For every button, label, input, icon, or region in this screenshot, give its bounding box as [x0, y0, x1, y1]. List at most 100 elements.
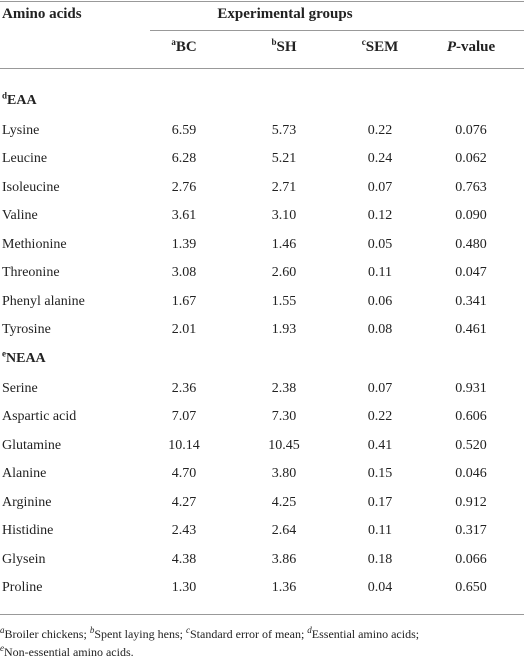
footnote-marker: a: [0, 625, 5, 635]
footnote-text: Non-essential amino acids.: [4, 645, 134, 659]
value-cell: 0.062: [455, 150, 487, 168]
value-cell: 0.650: [455, 579, 487, 597]
value-cell: 0.18: [368, 551, 393, 569]
row-label: Proline: [2, 579, 42, 597]
value-cell: 0.046: [455, 465, 487, 483]
superscript: b: [271, 37, 277, 47]
footnote-marker: d: [307, 625, 312, 635]
footnote: aBroiler chickens; bSpent laying hens; c…: [0, 626, 419, 642]
header-label: Amino acids: [2, 6, 82, 22]
italic-label: P: [446, 39, 456, 55]
value-cell: 4.38: [172, 551, 197, 569]
superscript: c: [361, 37, 366, 47]
cell-text: Arginine: [2, 494, 52, 510]
value-cell: 4.25: [272, 494, 297, 512]
cell-text: 0.24: [367, 151, 393, 167]
row-label: Threonine: [2, 264, 60, 282]
cell-text: 0.606: [455, 409, 487, 425]
row-label: Glutamine: [2, 437, 61, 455]
cell-text: Phenyl alanine: [2, 293, 85, 309]
value-cell: 2.38: [272, 380, 297, 398]
row-label: Alanine: [2, 465, 46, 483]
value-cell: 0.05: [368, 236, 393, 254]
value-cell: 5.21: [272, 150, 297, 168]
superscript: d: [2, 90, 8, 101]
cell-text: 7.07: [171, 409, 197, 425]
cell-text: 0.461: [455, 322, 487, 338]
row-label: Aspartic acid: [2, 408, 76, 426]
value-cell: 2.43: [172, 522, 197, 540]
cell-text: Lysine: [2, 122, 40, 138]
cell-text: 4.27: [171, 494, 197, 510]
footnote: eNon-essential amino acids.: [0, 644, 134, 660]
row-label: Leucine: [2, 150, 47, 168]
footnote-marker: e: [0, 643, 4, 653]
rule: [0, 68, 524, 69]
value-cell: 0.22: [368, 122, 393, 140]
cell-text: 10.14: [168, 437, 200, 453]
value-cell: 2.64: [272, 522, 297, 540]
column-label: BC: [175, 39, 197, 55]
row-label: Isoleucine: [2, 179, 60, 197]
cell-text: 0.18: [367, 551, 393, 567]
value-cell: 10.45: [268, 437, 300, 455]
cell-text: Alanine: [2, 466, 47, 482]
cell-text: 0.480: [455, 236, 487, 252]
cell-text: 3.80: [271, 466, 297, 482]
superscript: e: [2, 348, 6, 359]
cell-text: 0.763: [455, 179, 487, 195]
value-cell: 0.11: [368, 522, 392, 540]
value-cell: 5.73: [272, 122, 297, 140]
cell-text: Glutamine: [2, 437, 62, 453]
section-label: eNEAA: [2, 348, 46, 368]
value-cell: 7.30: [272, 408, 297, 426]
value-cell: 1.30: [172, 579, 197, 597]
cell-text: 0.317: [455, 523, 487, 539]
value-cell: 0.15: [368, 465, 393, 483]
cell-text: Threonine: [2, 265, 60, 281]
cell-text: 1.55: [271, 293, 297, 309]
value-cell: 0.461: [455, 321, 487, 339]
cell-text: 3.08: [171, 265, 197, 281]
footnote-text: Broiler chickens;: [4, 627, 90, 641]
footnote-text: Standard error of mean;: [189, 627, 308, 641]
value-cell: 0.066: [455, 551, 487, 569]
cell-text: 0.11: [368, 265, 392, 281]
cell-text: 1.39: [171, 236, 197, 252]
cell-text: 2.01: [171, 322, 197, 338]
cell-text: 1.93: [271, 322, 297, 338]
cell-text: 0.08: [367, 322, 393, 338]
cell-text: Valine: [2, 208, 38, 224]
cell-text: 2.36: [171, 380, 197, 396]
value-cell: 0.17: [368, 494, 393, 512]
cell-text: 0.07: [367, 179, 393, 195]
superscript: a: [171, 37, 176, 47]
cell-text: 0.341: [455, 293, 487, 309]
value-cell: 2.71: [272, 179, 297, 197]
value-cell: 0.480: [455, 236, 487, 254]
value-cell: 2.60: [272, 264, 297, 282]
row-label: Valine: [2, 207, 38, 225]
cell-text: Histidine: [2, 523, 54, 539]
cell-text: 0.066: [455, 551, 487, 567]
group-title: Experimental groups: [217, 6, 353, 22]
cell-text: 0.07: [367, 380, 393, 396]
cell-text: Leucine: [2, 151, 48, 167]
section-label: dEAA: [2, 90, 37, 110]
cell-text: Tyrosine: [2, 322, 51, 338]
value-cell: 2.01: [172, 321, 197, 339]
value-cell: 0.24: [368, 150, 393, 168]
row-label: Methionine: [2, 236, 67, 254]
cell-text: 0.05: [367, 236, 393, 252]
cell-text: Serine: [2, 380, 38, 396]
value-cell: 4.70: [172, 465, 197, 483]
value-cell: 0.931: [455, 380, 487, 398]
rule: [150, 30, 524, 31]
cell-text: 4.25: [271, 494, 297, 510]
cell-text: 4.38: [171, 551, 197, 567]
rule: [0, 1, 524, 2]
cell-text: 0.04: [367, 580, 393, 596]
value-cell: 0.08: [368, 321, 393, 339]
cell-text: 10.45: [268, 437, 300, 453]
